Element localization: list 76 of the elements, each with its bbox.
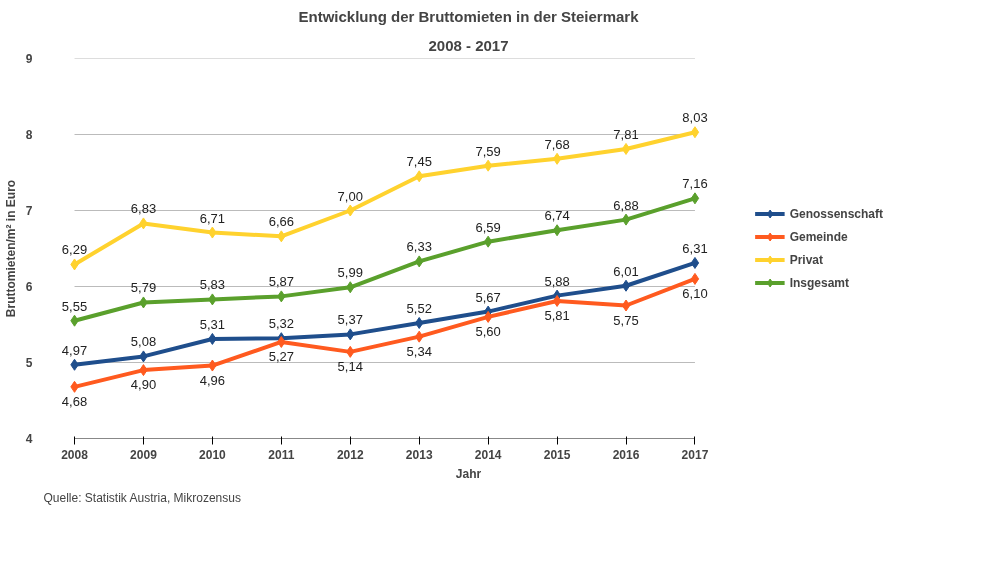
data-label: 5,55 — [61, 298, 88, 314]
data-label: 6,10 — [682, 285, 708, 301]
x-tick-label: 2011 — [268, 447, 295, 462]
data-label: 7,45 — [406, 154, 432, 170]
data-label: 5,52 — [406, 300, 432, 316]
point — [690, 192, 700, 205]
data-label: 7,59 — [475, 143, 501, 159]
data-label: 5,88 — [544, 273, 570, 289]
data-label: 5,75 — [613, 312, 639, 328]
point — [552, 294, 562, 307]
y-tick-label: 9 — [25, 52, 33, 66]
data-label: 5,14 — [337, 358, 363, 374]
x-tick-label: 2013 — [405, 447, 433, 462]
data-label: 6,88 — [613, 197, 639, 213]
data-label: 5,08 — [130, 334, 157, 350]
data-label: 7,81 — [613, 126, 639, 142]
point — [483, 235, 493, 248]
y-tick-label: 5 — [25, 356, 33, 370]
x-tick-label: 2012 — [336, 447, 364, 462]
data-label: 6,71 — [199, 210, 226, 226]
data-label: 7,68 — [544, 136, 570, 152]
x-tick-label: 2017 — [681, 447, 709, 462]
data-label: 5,99 — [337, 265, 363, 281]
x-tick-label: 2008 — [61, 447, 89, 462]
data-label: 6,83 — [130, 201, 157, 217]
data-label: 6,01 — [613, 263, 639, 279]
data-label: 5,37 — [337, 312, 363, 328]
x-tick-label: 2015 — [543, 447, 571, 462]
point — [621, 142, 631, 155]
y-tick-label: 8 — [25, 128, 33, 142]
data-label: 8,03 — [682, 110, 708, 126]
y-tick-label: 4 — [25, 432, 33, 446]
point — [621, 213, 631, 226]
data-label: 5,87 — [268, 274, 294, 290]
legend-label: Insgesamt — [789, 275, 849, 290]
data-label: 5,67 — [475, 289, 501, 305]
point — [690, 126, 700, 139]
data-label: 6,74 — [544, 208, 570, 224]
point — [483, 159, 493, 172]
data-label: 5,31 — [199, 316, 226, 332]
chart-subtitle: 2008 - 2017 — [428, 36, 509, 54]
point — [483, 310, 493, 323]
data-label: 4,96 — [199, 372, 226, 388]
data-label: 5,27 — [268, 348, 294, 364]
data-label: 4,90 — [130, 377, 157, 393]
data-label: 6,33 — [406, 239, 432, 255]
x-tick-label: 2016 — [612, 447, 640, 462]
data-label: 4,68 — [61, 393, 88, 409]
data-label: 5,34 — [406, 343, 432, 359]
data-label: 5,81 — [544, 307, 570, 323]
data-label: 5,79 — [130, 280, 157, 296]
data-label: 6,31 — [682, 240, 708, 256]
data-label: 6,29 — [61, 242, 88, 258]
data-label: 5,60 — [475, 323, 501, 339]
data-label: 7,16 — [682, 176, 708, 192]
y-axis-title: Bruttomieten/m² in Euro — [3, 179, 18, 318]
data-label: 6,66 — [268, 214, 294, 230]
data-label: 5,83 — [199, 277, 226, 293]
x-tick-label: 2010 — [199, 447, 227, 462]
legend-label: Privat — [789, 252, 823, 267]
source-note: Quelle: Statistik Austria, Mikrozensus — [43, 490, 241, 505]
data-label: 5,32 — [268, 316, 294, 332]
point — [621, 279, 631, 292]
data-label: 4,97 — [61, 342, 88, 358]
x-tick-label: 2009 — [130, 447, 158, 462]
data-label: 7,00 — [337, 188, 363, 204]
data-label: 6,59 — [475, 219, 501, 235]
point — [690, 272, 700, 285]
legend-label: Gemeinde — [789, 229, 848, 244]
chart-title: Entwicklung der Bruttomieten in der Steiermark — [298, 7, 640, 25]
x-tick-label: 2014 — [474, 447, 502, 462]
point — [690, 256, 700, 269]
x-axis-title: Jahr — [455, 466, 482, 481]
legend-label: Genossenschaft — [789, 206, 883, 221]
y-tick-label: 7 — [25, 204, 33, 218]
y-tick-label: 6 — [25, 280, 33, 294]
